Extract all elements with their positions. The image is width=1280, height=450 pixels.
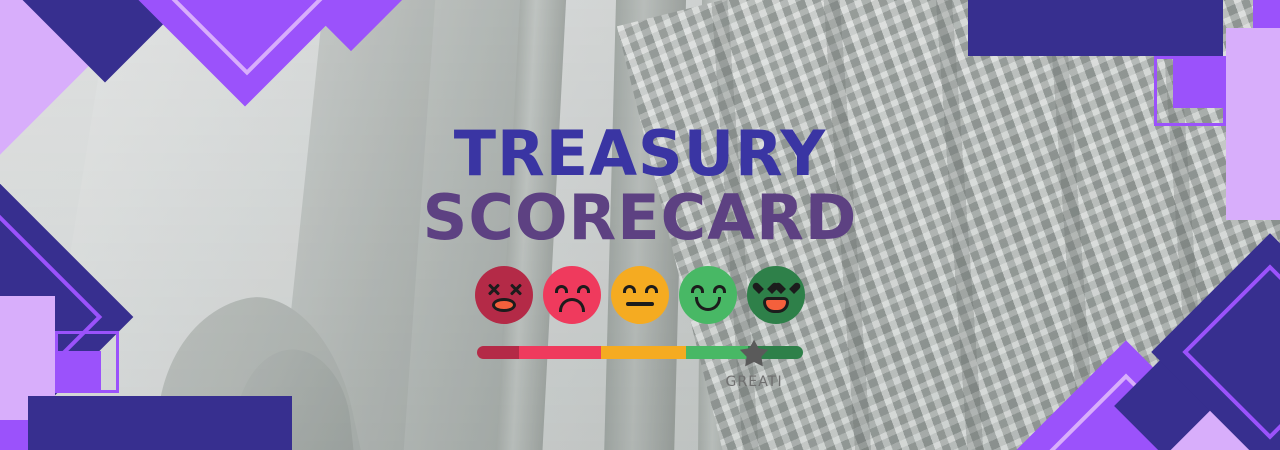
face-eye-left (691, 284, 704, 295)
face-mouth (695, 296, 721, 311)
deco-bottom-left-purple-tab (0, 420, 28, 450)
face-eye-right (577, 284, 590, 295)
eye-heart-icon (781, 283, 794, 295)
satisfaction-face-row (475, 265, 805, 324)
segment-average[interactable] (600, 345, 686, 359)
face-happy[interactable] (679, 265, 737, 324)
eye-x-icon (509, 283, 522, 296)
slider-star-handle[interactable] (738, 337, 770, 369)
face-mouth (492, 297, 516, 312)
eye-arc-icon (691, 284, 704, 293)
deco-top-right-indigo-bar (968, 0, 1223, 56)
face-mouth (559, 297, 585, 312)
deco-bottom-left-purple-square (55, 351, 101, 393)
face-eye-left (759, 285, 771, 295)
face-eye-right (645, 284, 658, 295)
deco-top-right-purple-tab (1253, 0, 1280, 28)
face-eye-right (781, 285, 793, 295)
slider-value-label: GREATI (725, 373, 783, 390)
eye-arc-icon (713, 284, 726, 293)
face-eye-left (487, 285, 499, 295)
face-neutral[interactable] (611, 265, 669, 324)
segment-poor[interactable] (477, 345, 520, 359)
face-love[interactable] (747, 265, 805, 324)
eye-arc-icon (577, 284, 590, 293)
slider-track[interactable] (477, 345, 803, 359)
eye-arc-icon (555, 284, 568, 293)
face-sad[interactable] (543, 265, 601, 324)
face-dead[interactable] (475, 265, 533, 324)
segment-fair[interactable] (519, 345, 601, 359)
segment-good[interactable] (685, 345, 748, 359)
face-eye-left (555, 284, 568, 295)
eye-arc-icon (623, 284, 636, 293)
face-eye-right (713, 284, 726, 295)
face-mouth (763, 296, 789, 313)
face-mouth (626, 302, 654, 306)
face-eye-right (509, 285, 521, 295)
banner-title-line-one: TREASURY (453, 117, 827, 190)
face-eye-left (623, 284, 636, 295)
deco-top-right-purple-square (1173, 56, 1226, 108)
deco-bottom-left-indigo-bar (28, 396, 292, 450)
satisfaction-slider[interactable]: GREATI (477, 339, 803, 390)
banner-title-line-two: SCORECARD (422, 180, 858, 254)
deco-right-lavender-panel (1226, 28, 1280, 220)
eye-arc-icon (645, 284, 658, 293)
eye-x-icon (487, 283, 500, 296)
eye-heart-icon (759, 283, 772, 295)
